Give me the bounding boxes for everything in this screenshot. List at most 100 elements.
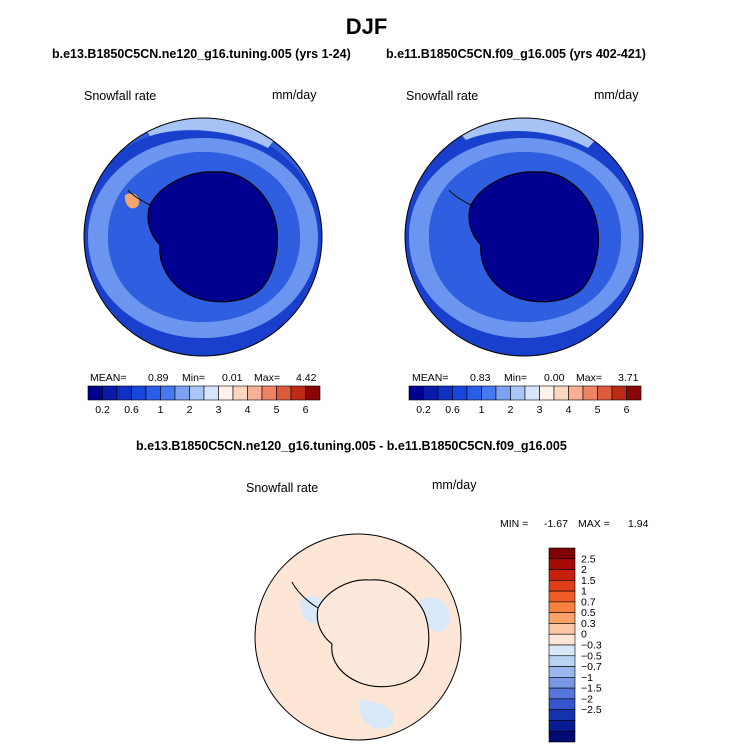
- left-map-coastline: [147, 171, 279, 303]
- left-colorbar-cell: [305, 385, 321, 401]
- right-colorbar-cell: [437, 385, 453, 401]
- left-units-label: mm/day: [272, 88, 317, 102]
- left-colorbar-tick-label: 3: [216, 404, 222, 416]
- left-colorbar-cell: [276, 385, 292, 401]
- right-colorbar-cell: [568, 385, 584, 401]
- diff-min-label: MIN =: [500, 518, 529, 530]
- diff-min-value: -1.67: [544, 518, 568, 530]
- diff-colorbar-cell: [548, 623, 576, 635]
- right-colorbar-cell: [466, 385, 482, 401]
- left-colorbar-tick-label: 4: [245, 404, 251, 416]
- right-variable-label: Snowfall rate: [406, 89, 479, 103]
- left-map-antarctica: [148, 171, 278, 302]
- right-colorbar-tick-label: 6: [624, 404, 630, 416]
- diff-colorbar-cell: [548, 677, 576, 689]
- diff-colorbar-cell: [548, 720, 576, 732]
- right-colorbar-cell: [495, 385, 511, 401]
- diff-map-coastline: [316, 579, 430, 688]
- left-colorbar: 0.2 0.6 1 2 3 4 5 6: [87, 385, 321, 416]
- diff-colorbar-cell: [548, 698, 576, 710]
- right-units-label: mm/day: [594, 88, 639, 102]
- diff-units-label: mm/day: [432, 478, 477, 492]
- right-colorbar-tick-label: 4: [566, 404, 572, 416]
- diff-colorbar-tick-label: −0.3: [581, 640, 602, 652]
- left-colorbar-cell: [116, 385, 132, 401]
- right-colorbar-cell: [524, 385, 540, 401]
- right-colorbar-tick-label: 2: [508, 404, 514, 416]
- right-map-antarctica: [469, 171, 599, 302]
- diff-colorbar-cell: [548, 730, 576, 743]
- left-mean-value: 0.89: [148, 372, 169, 384]
- right-max-label: Max=: [576, 372, 602, 384]
- diff-colorbar-cell: [548, 687, 576, 700]
- diff-colorbar-tick-label: −2: [581, 693, 593, 705]
- diff-colorbar-tick-label: 2.5: [581, 553, 596, 565]
- diff-colorbar-tick-label: 2: [581, 564, 587, 576]
- diff-colorbar-tick-label: 0.7: [581, 596, 596, 608]
- diff-colorbar-cell: [548, 569, 576, 581]
- left-colorbar-cell: [102, 385, 118, 401]
- left-panel-title: b.e13.B1850C5CN.ne120_g16.tuning.005 (yr…: [52, 47, 351, 61]
- left-colorbar-cell: [189, 385, 205, 401]
- left-colorbar-cell: [261, 385, 277, 401]
- right-colorbar-tick-label: 0.6: [445, 404, 460, 416]
- left-colorbar-cell: [290, 385, 306, 401]
- diff-colorbar: 2.521.510.70.50.30−0.3−0.5−0.7−1−1.5−2−2…: [548, 547, 602, 743]
- diff-map-antarctica: [317, 579, 429, 687]
- left-colorbar-tick-label: 0.6: [124, 404, 139, 416]
- diff-colorbar-tick-label: 1: [581, 586, 587, 598]
- diff-colorbar-cell: [548, 590, 576, 603]
- right-colorbar-tick-label: 1: [479, 404, 485, 416]
- diff-colorbar-tick-label: 0.5: [581, 607, 596, 619]
- diff-map-border: [254, 533, 462, 741]
- right-mean-label: MEAN=: [412, 372, 449, 384]
- left-mean-label: MEAN=: [90, 372, 127, 384]
- right-panel-title: b.e11.B1850C5CN.f09_g16.005 (yrs 402-421…: [386, 47, 646, 61]
- right-colorbar-cell: [408, 385, 424, 401]
- right-colorbar-cell: [510, 385, 526, 401]
- right-colorbar-tick-label: 5: [595, 404, 601, 416]
- left-map-border: [83, 117, 323, 357]
- diff-map-negative-patch-3: [359, 700, 394, 729]
- diff-colorbar-tick-label: −0.5: [581, 650, 602, 662]
- left-colorbar-cell: [160, 385, 176, 401]
- diff-colorbar-cell: [548, 601, 576, 613]
- diff-colorbar-tick-label: 0.3: [581, 618, 596, 630]
- diff-colorbar-tick-label: −1.5: [581, 683, 602, 695]
- right-colorbar-cell: [553, 385, 569, 401]
- right-colorbar-cell: [452, 385, 468, 401]
- right-mean-value: 0.83: [470, 372, 491, 384]
- left-max-value: 4.42: [296, 372, 317, 384]
- left-min-label: Min=: [182, 372, 206, 384]
- left-colorbar-tick-label: 2: [187, 404, 193, 416]
- right-min-value: 0.00: [544, 372, 565, 384]
- diff-colorbar-cell: [548, 633, 576, 646]
- left-colorbar-cell: [87, 385, 103, 401]
- left-variable-label: Snowfall rate: [84, 89, 157, 103]
- diff-colorbar-cell: [548, 558, 576, 570]
- right-max-value: 3.71: [618, 372, 639, 384]
- left-colorbar-cell: [203, 385, 219, 401]
- right-map-coastline: [468, 171, 600, 303]
- diff-colorbar-cell: [548, 547, 576, 560]
- diff-panel-title: b.e13.B1850C5CN.ne120_g16.tuning.005 - b…: [136, 439, 567, 453]
- left-colorbar-tick-label: 0.2: [95, 404, 110, 416]
- left-colorbar-cell: [145, 385, 161, 401]
- diff-map-peninsula-line: [291, 581, 319, 609]
- diff-max-label: MAX =: [578, 518, 610, 530]
- diff-max-value: 1.94: [628, 518, 649, 530]
- right-min-label: Min=: [504, 372, 528, 384]
- right-map-border: [404, 117, 644, 357]
- right-colorbar: 0.2 0.6 1 2 3 4 5 6: [408, 385, 642, 416]
- right-colorbar-tick-label: 3: [537, 404, 543, 416]
- diff-colorbar-cell: [548, 644, 576, 657]
- right-colorbar-cell: [539, 385, 555, 401]
- left-colorbar-tick-label: 1: [158, 404, 164, 416]
- diff-colorbar-tick-label: 1.5: [581, 575, 596, 587]
- diff-variable-label: Snowfall rate: [246, 481, 319, 495]
- right-colorbar-cell: [597, 385, 613, 401]
- left-colorbar-tick-label: 5: [274, 404, 280, 416]
- diff-colorbar-cell: [548, 666, 576, 678]
- left-colorbar-tick-label: 6: [303, 404, 309, 416]
